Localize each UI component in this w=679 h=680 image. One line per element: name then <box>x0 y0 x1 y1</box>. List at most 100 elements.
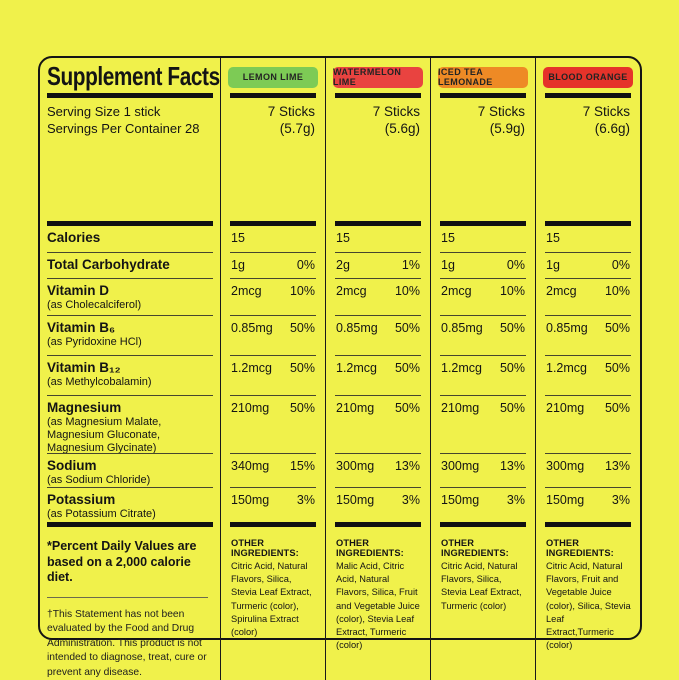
serving-weight: (5.7g) <box>279 121 315 137</box>
flavor-badge-iced-tea-lemonade: ICED TEA LEMONADE <box>438 66 528 88</box>
nutrient-label-vitamin-d: Vitamin D (as Cholecalciferol) <box>40 279 220 316</box>
nutrient-value-cell: 15 <box>535 226 640 253</box>
nutrient-amount: 340mg <box>231 459 270 473</box>
serving-sticks: 7 Sticks <box>582 104 630 119</box>
serving-sticks: 7 Sticks <box>267 104 315 119</box>
nutrient-label-total-carbohydrate: Total Carbohydrate <box>40 253 220 279</box>
daily-values-footnote: *Percent Daily Values are based on a 2,0… <box>47 539 197 585</box>
serving-size: Serving Size 1 stick <box>47 104 161 119</box>
nutrient-value-cell: 0.85mg 50% <box>325 316 430 356</box>
serving-amount-blood-orange: 7 Sticks (6.6g) <box>535 98 640 220</box>
other-ingredients-heading: OTHER INGREDIENTS: <box>231 538 299 558</box>
nutrient-dv: 3% <box>506 493 525 507</box>
other-ingredients-text: Citric Acid, Natural Flavors, Silica, St… <box>231 561 312 637</box>
nutrient-value-cell: 210mg 50% <box>220 396 325 454</box>
nutrient-value-cell: 2g 1% <box>325 253 430 279</box>
nutrient-name: Potassium <box>47 492 116 507</box>
nutrient-dv: 50% <box>604 401 630 415</box>
nutrient-value-cell: 1g 0% <box>430 253 535 279</box>
nutrient-dv: 50% <box>289 361 315 375</box>
other-ingredients-heading: OTHER INGREDIENTS: <box>546 538 614 558</box>
nutrient-dv: 3% <box>401 493 420 507</box>
nutrient-detail: (as Cholecalciferol) <box>47 299 142 312</box>
nutrient-amount: 150mg <box>546 493 585 507</box>
nutrient-amount: 150mg <box>231 493 270 507</box>
nutrient-dv: 50% <box>394 361 420 375</box>
nutrient-amount: 15 <box>231 231 245 245</box>
nutrient-value-cell: 15 <box>220 226 325 253</box>
nutrient-amount: 1g <box>546 258 560 272</box>
flavor-badge-lemon-lime: LEMON LIME <box>228 66 318 88</box>
nutrient-dv: 50% <box>499 401 525 415</box>
nutrient-name: Vitamin B₁₂ <box>47 360 121 375</box>
other-ingredients-lemon-lime: OTHER INGREDIENTS: Citric Acid, Natural … <box>220 527 325 680</box>
nutrient-label-sodium: Sodium (as Sodium Chloride) <box>40 454 220 488</box>
flavor-column-header-blood-orange: BLOOD ORANGE <box>535 58 640 92</box>
fda-disclaimer: †This Statement has not been evaluated b… <box>47 608 207 678</box>
nutrient-name: Total Carbohydrate <box>47 257 170 272</box>
supplement-facts-title: Supplement Facts <box>47 61 220 91</box>
nutrient-value-cell: 0.85mg 50% <box>430 316 535 356</box>
nutrient-dv: 50% <box>394 321 420 335</box>
nutrient-dv: 0% <box>506 258 525 272</box>
nutrient-amount: 0.85mg <box>441 321 483 335</box>
table-bottom-bar <box>325 521 430 527</box>
nutrient-amount: 0.85mg <box>336 321 378 335</box>
flavor-column-header-watermelon-lime: WATERMELON LIME <box>325 58 430 92</box>
nutrient-detail: (as Potassium Citrate) <box>47 508 156 521</box>
other-ingredients-text: Citric Acid, Natural Flavors, Silica, St… <box>441 561 522 611</box>
nutrient-dv: 50% <box>499 321 525 335</box>
nutrient-amount: 2mcg <box>441 284 472 298</box>
nutrient-amount: 1.2mcg <box>231 361 272 375</box>
nutrient-name: Sodium <box>47 458 97 473</box>
nutrient-dv: 3% <box>611 493 630 507</box>
nutrient-amount: 210mg <box>231 401 270 415</box>
nutrient-amount: 150mg <box>441 493 480 507</box>
footnotes: *Percent Daily Values are based on a 2,0… <box>40 527 220 680</box>
nutrient-amount: 0.85mg <box>546 321 588 335</box>
nutrient-value-cell: 2mcg 10% <box>220 279 325 316</box>
nutrient-label-vitamin-b6: Vitamin B₆ (as Pyridoxine HCl) <box>40 316 220 356</box>
header-divider-bar <box>535 92 640 98</box>
nutrient-value-cell: 340mg 15% <box>220 454 325 488</box>
nutrient-value-cell: 1g 0% <box>535 253 640 279</box>
nutrient-amount: 15 <box>336 231 350 245</box>
footnote-divider <box>47 596 208 598</box>
nutrient-value-cell: 15 <box>325 226 430 253</box>
nutrient-amount: 210mg <box>441 401 480 415</box>
table-bottom-bar <box>40 521 220 527</box>
table-top-bar <box>40 220 220 226</box>
nutrient-dv: 10% <box>289 284 315 298</box>
nutrient-label-vitamin-b12: Vitamin B₁₂ (as Methylcobalamin) <box>40 356 220 396</box>
nutrient-label-potassium: Potassium (as Potassium Citrate) <box>40 488 220 521</box>
serving-sticks: 7 Sticks <box>477 104 525 119</box>
nutrient-value-cell: 0.85mg 50% <box>535 316 640 356</box>
header-divider-bar <box>220 92 325 98</box>
flavor-column-header-iced-tea-lemonade: ICED TEA LEMONADE <box>430 58 535 92</box>
nutrient-detail: (as Magnesium Malate, Magnesium Gluconat… <box>47 416 162 455</box>
nutrient-amount: 210mg <box>336 401 375 415</box>
nutrient-dv: 15% <box>289 459 315 473</box>
serving-info: Serving Size 1 stick Servings Per Contai… <box>40 98 220 220</box>
other-ingredients-text: Citric Acid, Natural Flavors, Fruit and … <box>546 561 631 651</box>
serving-weight: (5.9g) <box>489 121 525 137</box>
nutrient-name: Magnesium <box>47 400 122 415</box>
nutrient-value-cell: 1.2mcg 50% <box>430 356 535 396</box>
header-divider-bar <box>325 92 430 98</box>
nutrient-amount: 1.2mcg <box>546 361 587 375</box>
nutrient-value-cell: 2mcg 10% <box>535 279 640 316</box>
nutrient-dv: 50% <box>289 321 315 335</box>
nutrient-amount: 300mg <box>546 459 585 473</box>
nutrient-dv: 1% <box>401 258 420 272</box>
serving-amount-lemon-lime: 7 Sticks (5.7g) <box>220 98 325 220</box>
nutrient-value-cell: 1g 0% <box>220 253 325 279</box>
nutrient-value-cell: 1.2mcg 50% <box>535 356 640 396</box>
nutrient-value-cell: 150mg 3% <box>535 488 640 521</box>
nutrient-value-cell: 15 <box>430 226 535 253</box>
table-bottom-bar <box>535 521 640 527</box>
nutrient-name: Vitamin B₆ <box>47 320 116 335</box>
nutrient-dv: 50% <box>604 321 630 335</box>
nutrient-detail: (as Sodium Chloride) <box>47 474 151 487</box>
nutrient-value-cell: 1.2mcg 50% <box>220 356 325 396</box>
table-top-bar <box>325 220 430 226</box>
